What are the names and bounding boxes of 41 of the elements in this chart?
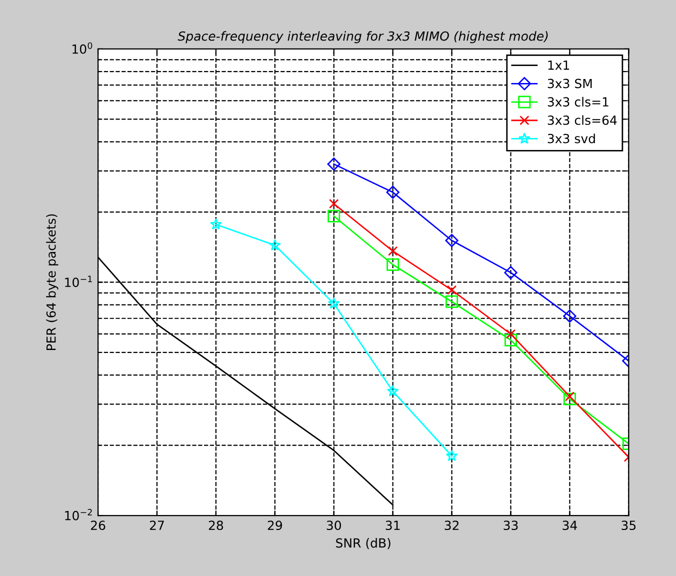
point [328,210,340,222]
point [445,234,458,248]
legend-label: 3x3 SM [548,78,592,88]
legend-label: 1x1 [548,60,570,70]
x-axis-title: SNR (dB) [336,538,390,550]
y-axis-title: PER (64 byte packets) [46,214,58,350]
point [563,392,576,406]
point [504,266,518,280]
x-tick-label: 32 [444,520,458,530]
point [504,334,518,346]
point [328,297,340,309]
x-tick-label: 33 [504,520,518,530]
point [564,392,575,402]
chart-title: Space-frequency interleaving for 3x3 MIMO (highest mode) [178,31,548,44]
y-tick-label: 10$^{0}$ [72,42,92,54]
legend-label: 3x3 cls=64 [548,115,617,125]
point [386,384,399,396]
point [210,218,222,230]
x-tick-label: 34 [562,520,577,530]
y-tick-label: 10$^{−1}$ [65,276,92,288]
point [506,329,516,339]
point [563,310,576,323]
point [386,186,400,199]
point [386,258,400,271]
point [446,285,457,295]
x-tick-label: 29 [268,520,282,530]
x-tick-label: 30 [326,520,341,530]
point [446,295,458,308]
y-tick-label: 10$^{−2}$ [65,508,92,520]
point [446,450,458,462]
x-tick-label: 26 [90,520,106,530]
legend-label: 3x3 svd [548,134,595,144]
point [327,157,340,171]
x-tick-label: 27 [150,520,164,530]
x-tick-label: 28 [208,520,224,530]
legend-label: 3x3 cls=1 [548,96,608,107]
point [268,239,281,250]
x-tick-label: 35 [622,520,636,530]
x-tick-label: 31 [386,520,400,530]
point [329,198,339,209]
point [388,246,398,256]
